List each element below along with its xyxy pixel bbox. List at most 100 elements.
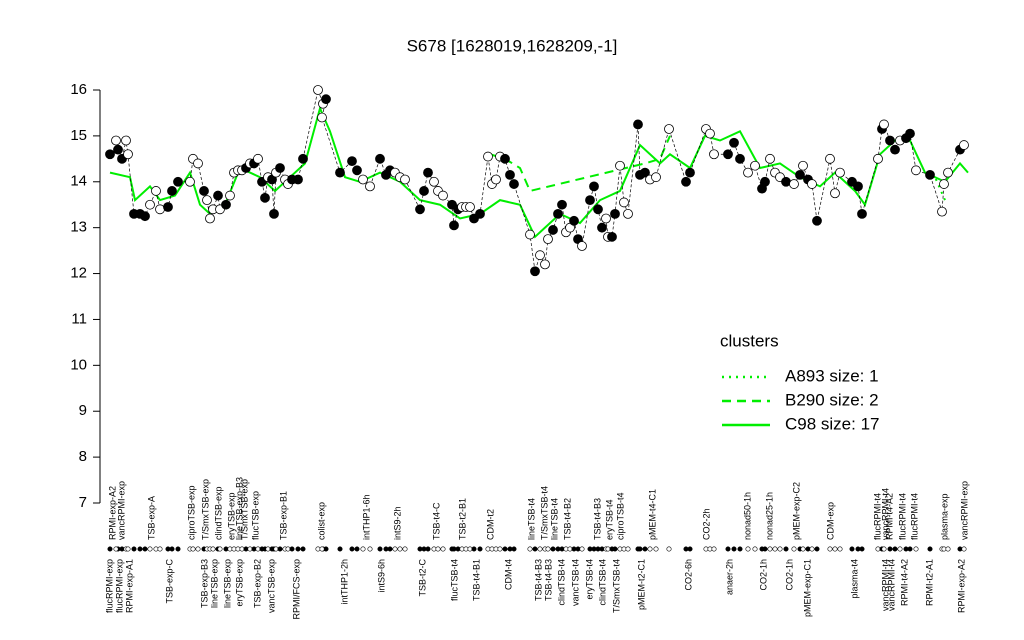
point — [111, 135, 121, 146]
rug-point — [319, 546, 325, 552]
rug-point — [392, 546, 398, 552]
y-tick-label: 16 — [70, 81, 87, 98]
y-tick-label: 8 — [79, 448, 87, 465]
top-label: eryTSB-t4 — [604, 499, 614, 540]
top-label: nonad25-1h — [764, 492, 774, 540]
bottom-label: anaer-2h — [724, 559, 734, 595]
point — [530, 266, 540, 277]
point — [835, 167, 845, 178]
point — [593, 204, 603, 215]
rug-point — [131, 546, 137, 552]
bottom-label: intTHP1-2h — [339, 559, 349, 605]
rug-point — [642, 546, 648, 552]
y-tick-label: 10 — [70, 356, 87, 373]
top-label: intS9-2h — [392, 506, 402, 540]
legend-label: B290 size: 2 — [785, 390, 879, 409]
top-label: T/SmxTSB-t4 — [539, 486, 549, 540]
point — [597, 222, 607, 233]
point — [358, 174, 368, 185]
point — [491, 174, 501, 185]
rug-point — [337, 546, 343, 552]
point — [293, 174, 303, 185]
point — [449, 220, 459, 231]
point — [202, 195, 212, 206]
top-label: plasma-exp — [939, 493, 949, 540]
point — [483, 151, 493, 162]
point — [812, 215, 822, 226]
bottom-label: eryTSB-exp — [234, 559, 244, 607]
top-label: lineTSB-t4 — [549, 498, 559, 540]
top-label: clindTSB-exp — [213, 486, 223, 540]
rug-point — [435, 546, 441, 552]
point — [419, 186, 429, 196]
y-tick-label: 9 — [79, 402, 87, 419]
bottom-label: eryTSB-t4 — [584, 559, 594, 600]
point — [879, 119, 889, 130]
bottom-label: CO2-1h — [784, 559, 794, 591]
rug-point — [137, 546, 143, 552]
legend-title: clusters — [720, 331, 779, 350]
rug-point — [502, 546, 508, 552]
top-label: T/SmxTSB-exp — [200, 479, 210, 540]
bottom-label: vancTSB-t4 — [570, 559, 580, 606]
top-label: TSB-t2-B1 — [457, 498, 467, 540]
rug-point — [961, 546, 967, 552]
top-label: vancRPMI-t4 — [880, 488, 890, 540]
rug-point — [377, 546, 383, 552]
bottom-label: RPMI-exp-A2 — [956, 559, 966, 613]
bottom-label: CO2-1h — [758, 559, 768, 591]
rug-point — [737, 546, 743, 552]
bottom-label: vancRPMI-t4 — [886, 559, 896, 611]
bottom-label: RPMI-t2-A1 — [924, 559, 934, 606]
rug-point — [887, 546, 893, 552]
point — [105, 149, 115, 160]
y-tick-label: 15 — [70, 127, 87, 144]
rug-point — [387, 546, 393, 552]
bottom-label: CO2-6h — [683, 559, 693, 591]
rug-point — [832, 546, 838, 552]
point-connector — [109, 88, 965, 272]
point — [651, 172, 661, 183]
top-label: pMEM-t4-C1 — [647, 489, 657, 540]
point — [423, 167, 433, 178]
rug-point — [653, 546, 659, 552]
rug-point — [425, 546, 431, 552]
point — [465, 202, 475, 212]
bottom-label: flucRPMI-exp — [104, 559, 114, 613]
point — [735, 153, 745, 164]
rug-point — [550, 546, 556, 552]
rug-point — [800, 546, 806, 552]
point — [607, 231, 617, 242]
point — [155, 204, 165, 215]
top-label: RPMI-exp-A2 — [107, 486, 117, 540]
point — [943, 167, 953, 178]
rug-point — [731, 546, 737, 552]
top-label: RPMI-t4-A2 — [884, 493, 894, 540]
top-label: ciproTSB-exp — [186, 485, 196, 540]
point — [765, 153, 775, 164]
top-label: eryTSB-exp — [226, 492, 236, 540]
point — [221, 199, 231, 210]
point — [151, 186, 161, 196]
point — [500, 153, 510, 164]
rug-point — [217, 546, 223, 552]
cluster-line — [932, 172, 946, 201]
point — [789, 179, 799, 189]
rug-point — [537, 546, 543, 552]
rug-point — [107, 546, 113, 552]
bottom-label: flucRPMI-exp — [114, 559, 124, 613]
rug-point — [142, 546, 148, 552]
point — [260, 192, 270, 203]
rug-point — [849, 546, 855, 552]
rug-point — [169, 546, 175, 552]
top-label: TSB-exp-A — [146, 496, 156, 540]
rug-point — [897, 546, 903, 552]
rug-point — [195, 546, 201, 552]
point — [589, 181, 599, 192]
rug-point — [300, 546, 306, 552]
point — [681, 176, 691, 187]
bottom-label: clindTSB-t4 — [597, 559, 607, 606]
legend-label: C98 size: 17 — [785, 414, 880, 433]
bottom-label: RPMI/FCS-exp — [291, 559, 301, 620]
point — [925, 169, 935, 180]
